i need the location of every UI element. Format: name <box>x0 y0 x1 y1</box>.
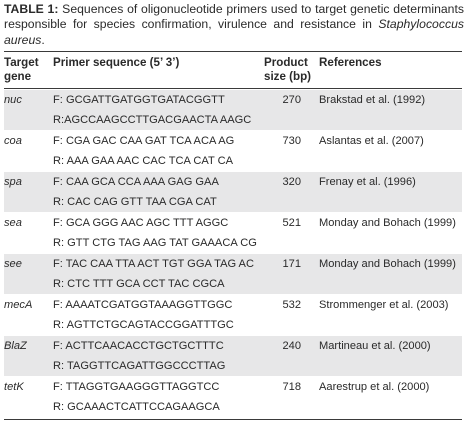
product-size-cell: 718 <box>282 381 301 393</box>
table-header: Target gene Primer sequence (5’ 3’) Prod… <box>0 54 471 88</box>
forward-primer-cell: F: GCA GGG AAC AGC TTT AGGC <box>53 217 229 229</box>
header-size-line2: size (bp) <box>264 70 312 83</box>
gene-cell: tetK <box>4 381 24 393</box>
reference-cell: Monday and Bohach (1999) <box>319 258 456 270</box>
row-forward-line: nuc F: GCGATTGATGGTGATACGGTT 270 Brakstad e… <box>4 90 462 110</box>
caption-text: Sequences of oligonucleotide primers use… <box>4 2 464 32</box>
forward-primer-cell: F: AAAATCGATGGTAAAGGTTGGC <box>53 299 233 311</box>
row-reverse-line: R: GTT CTG TAG AAG TAT GAAACA CG <box>4 233 462 253</box>
header-size: Product size (bp) <box>264 56 311 84</box>
product-size-cell: 521 <box>282 217 301 229</box>
row-forward-line: coa F: CGA GAC CAA GAT TCA ACA AG 730 Aslan… <box>4 131 462 151</box>
caption-label: TABLE 1: <box>4 2 59 16</box>
forward-primer-cell: F: GCGATTGATGGTGATACGGTT <box>53 94 225 106</box>
reference-cell: Strommenger et al. (2003) <box>319 299 449 311</box>
row-forward-line: mecA F: AAAATCGATGGTAAAGGTTGGC 532 Strommen… <box>4 295 462 315</box>
reverse-primer-cell: R: AGTTCTGCAGTACCGGATTTGC <box>53 319 234 331</box>
product-size-cell: 171 <box>282 258 301 270</box>
gene-cell: coa <box>4 135 22 147</box>
header-gene: Target gene <box>4 56 39 84</box>
reverse-primer-cell: R: CAC CAG GTT TAA CGA CAT <box>53 196 217 208</box>
header-gene-line2: gene <box>4 70 32 83</box>
reference-cell: Martineau et al. (2000) <box>319 340 431 352</box>
gene-cell: mecA <box>4 299 33 311</box>
gene-cell: see <box>4 258 22 270</box>
top-rule <box>4 51 462 52</box>
row-reverse-line: R: TAGGTTCAGATTGGCCCTTAG <box>4 356 462 376</box>
reverse-primer-cell: R: TAGGTTCAGATTGGCCCTTAG <box>53 360 226 372</box>
product-size-cell: 240 <box>282 340 301 352</box>
forward-primer-cell: F: ACTTCAACACCTGCTGCTTTC <box>53 340 224 352</box>
header-rule <box>4 88 462 89</box>
row-reverse-line: R: GCAAACTCATTCCAGAAGCA <box>4 397 462 417</box>
gene-cell: nuc <box>4 94 22 106</box>
table-caption: TABLE 1: Sequences of oligonucleotide pr… <box>4 2 464 48</box>
gene-cell: sea <box>4 217 22 229</box>
row-forward-line: BlaZ F: ACTTCAACACCTGCTGCTTTC 240 Martineau… <box>4 336 462 356</box>
forward-primer-cell: F: CAA GCA CCA AAA GAG GAA <box>53 176 219 188</box>
product-size-cell: 730 <box>282 135 301 147</box>
forward-primer-cell: F: CGA GAC CAA GAT TCA ACA AG <box>53 135 235 147</box>
gene-cell: BlaZ <box>4 340 27 352</box>
row-reverse-line: R: CTC TTT GCA CCT TAC CGCA <box>4 274 462 294</box>
product-size-cell: 532 <box>282 299 301 311</box>
reference-cell: Brakstad et al. (1992) <box>319 94 426 106</box>
bottom-rule <box>4 419 462 420</box>
gene-cell: spa <box>4 176 22 188</box>
header-size-line1: Product <box>264 56 308 69</box>
reference-cell: Monday and Bohach (1999) <box>319 217 456 229</box>
header-gene-line1: Target <box>4 56 39 69</box>
product-size-cell: 270 <box>282 94 301 106</box>
row-reverse-line: R:AGCCAAGCCTTGACGAACTA AAGC <box>4 110 462 130</box>
row-forward-line: tetK F: TTAGGTGAAGGGTTAGGTCC 718 Aarestrup … <box>4 377 462 397</box>
reverse-primer-cell: R: GTT CTG TAG AAG TAT GAAACA CG <box>53 237 257 249</box>
header-primer: Primer sequence (5’ 3’) <box>53 56 180 69</box>
caption-species: Staphylococcus aureus <box>4 17 464 47</box>
reference-cell: Aarestrup et al. (2000) <box>319 381 430 393</box>
reference-cell: Aslantas et al. (2007) <box>319 135 424 147</box>
header-references: References <box>319 56 382 69</box>
row-reverse-line: R: AAA GAA AAC CAC TCA CAT CA <box>4 151 462 171</box>
reverse-primer-cell: R: AAA GAA AAC CAC TCA CAT CA <box>53 155 234 167</box>
row-forward-line: spa F: CAA GCA CCA AAA GAG GAA 320 Frenay e… <box>4 172 462 192</box>
product-size-cell: 320 <box>282 176 301 188</box>
caption-end: . <box>41 32 45 47</box>
row-reverse-line: R: AGTTCTGCAGTACCGGATTTGC <box>4 315 462 335</box>
forward-primer-cell: F: TTAGGTGAAGGGTTAGGTCC <box>53 381 220 393</box>
reverse-primer-cell: R: GCAAACTCATTCCAGAAGCA <box>53 401 220 413</box>
row-forward-line: sea F: GCA GGG AAC AGC TTT AGGC 521 Monday … <box>4 213 462 233</box>
row-forward-line: see F: TAC CAA TTA ACT TGT GGA TAG AC 171 M… <box>4 254 462 274</box>
reference-cell: Frenay et al. (1996) <box>319 176 416 188</box>
forward-primer-cell: F: TAC CAA TTA ACT TGT GGA TAG AC <box>53 258 254 270</box>
reverse-primer-cell: R:AGCCAAGCCTTGACGAACTA AAGC <box>53 114 252 126</box>
reverse-primer-cell: R: CTC TTT GCA CCT TAC CGCA <box>53 278 225 290</box>
row-reverse-line: R: CAC CAG GTT TAA CGA CAT <box>4 192 462 212</box>
